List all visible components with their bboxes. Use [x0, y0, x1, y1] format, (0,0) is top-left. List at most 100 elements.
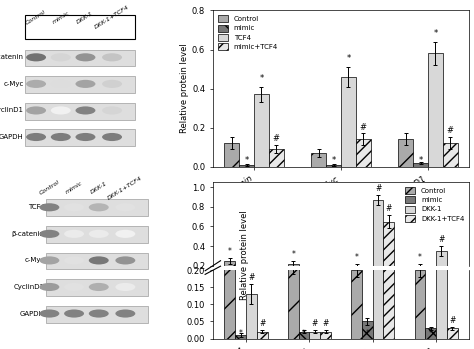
Ellipse shape: [64, 257, 84, 265]
Ellipse shape: [26, 80, 46, 88]
FancyBboxPatch shape: [46, 253, 148, 269]
Text: #: #: [375, 184, 381, 193]
Ellipse shape: [26, 133, 46, 141]
Ellipse shape: [39, 310, 59, 318]
Text: *: *: [331, 156, 336, 165]
Bar: [436, 219, 447, 339]
Ellipse shape: [75, 53, 95, 61]
Bar: [257, 283, 267, 285]
Text: *: *: [429, 329, 433, 338]
Bar: [415, 266, 425, 285]
FancyBboxPatch shape: [25, 103, 135, 119]
Text: *: *: [302, 329, 306, 338]
Ellipse shape: [64, 283, 84, 291]
Ellipse shape: [26, 53, 46, 61]
Bar: [225, 143, 239, 167]
Bar: [299, 283, 310, 285]
FancyBboxPatch shape: [25, 129, 135, 146]
Ellipse shape: [115, 257, 135, 265]
Ellipse shape: [89, 310, 109, 318]
Text: *: *: [365, 329, 369, 338]
Bar: [235, 335, 246, 339]
Bar: [362, 321, 373, 339]
Text: CyclinD1: CyclinD1: [14, 284, 45, 290]
Text: *: *: [245, 156, 249, 165]
Ellipse shape: [75, 133, 95, 141]
Text: GAPDH: GAPDH: [20, 311, 45, 317]
Text: #: #: [449, 316, 456, 325]
Text: c-Myc: c-Myc: [24, 258, 45, 263]
Ellipse shape: [39, 283, 59, 291]
Text: DKK-1: DKK-1: [76, 10, 95, 24]
Text: DKK-1+TCF4: DKK-1+TCF4: [107, 175, 144, 200]
Text: #: #: [248, 273, 255, 282]
Bar: [326, 165, 341, 167]
Ellipse shape: [89, 283, 109, 291]
Ellipse shape: [64, 230, 84, 238]
Text: *: *: [433, 29, 438, 38]
Bar: [225, 261, 235, 285]
Text: #: #: [311, 319, 318, 328]
Text: #: #: [386, 204, 392, 213]
Bar: [246, 273, 257, 285]
Bar: [413, 163, 428, 167]
Ellipse shape: [51, 80, 71, 88]
Text: Control: Control: [25, 9, 47, 26]
FancyBboxPatch shape: [25, 15, 135, 39]
FancyBboxPatch shape: [46, 306, 148, 322]
Bar: [356, 139, 371, 167]
Bar: [443, 143, 457, 167]
Bar: [254, 95, 269, 167]
Bar: [225, 253, 235, 339]
Bar: [351, 270, 362, 339]
Bar: [447, 282, 457, 285]
Text: #: #: [438, 235, 445, 244]
Text: Relative protein level: Relative protein level: [240, 210, 248, 300]
Bar: [299, 332, 310, 339]
Ellipse shape: [64, 203, 84, 211]
Text: mimic: mimic: [64, 180, 83, 195]
Bar: [311, 153, 326, 167]
Ellipse shape: [102, 53, 122, 61]
Bar: [288, 264, 299, 285]
Bar: [362, 281, 373, 285]
Text: mimic: mimic: [51, 10, 70, 25]
Bar: [320, 332, 331, 339]
Bar: [428, 53, 443, 167]
Bar: [436, 251, 447, 285]
Bar: [415, 270, 425, 339]
Bar: [310, 332, 320, 339]
Text: DKK-1: DKK-1: [90, 181, 108, 195]
Text: TCF4: TCF4: [27, 204, 45, 210]
Ellipse shape: [51, 133, 71, 141]
Bar: [288, 263, 299, 339]
Text: #: #: [273, 134, 280, 143]
Text: #: #: [447, 126, 454, 135]
Text: GAPDH: GAPDH: [0, 134, 24, 140]
Bar: [383, 117, 394, 339]
Bar: [310, 283, 320, 285]
Bar: [399, 139, 413, 167]
Bar: [246, 294, 257, 339]
Text: β-catenin: β-catenin: [0, 54, 24, 60]
Text: *: *: [355, 253, 358, 262]
FancyBboxPatch shape: [46, 200, 148, 216]
Y-axis label: Relative protein level: Relative protein level: [180, 44, 189, 133]
Ellipse shape: [115, 203, 135, 211]
Bar: [235, 284, 246, 285]
Ellipse shape: [75, 80, 95, 88]
Text: Control: Control: [38, 180, 61, 196]
Bar: [383, 222, 394, 285]
Ellipse shape: [26, 106, 46, 114]
Bar: [239, 165, 254, 167]
Text: CyclinD1: CyclinD1: [0, 107, 24, 113]
Bar: [373, 42, 383, 339]
Ellipse shape: [89, 257, 109, 265]
Ellipse shape: [102, 80, 122, 88]
Ellipse shape: [75, 106, 95, 114]
FancyBboxPatch shape: [25, 50, 135, 66]
Ellipse shape: [102, 106, 122, 114]
FancyBboxPatch shape: [46, 279, 148, 296]
Bar: [447, 328, 457, 339]
Text: c-Myc: c-Myc: [3, 81, 24, 87]
